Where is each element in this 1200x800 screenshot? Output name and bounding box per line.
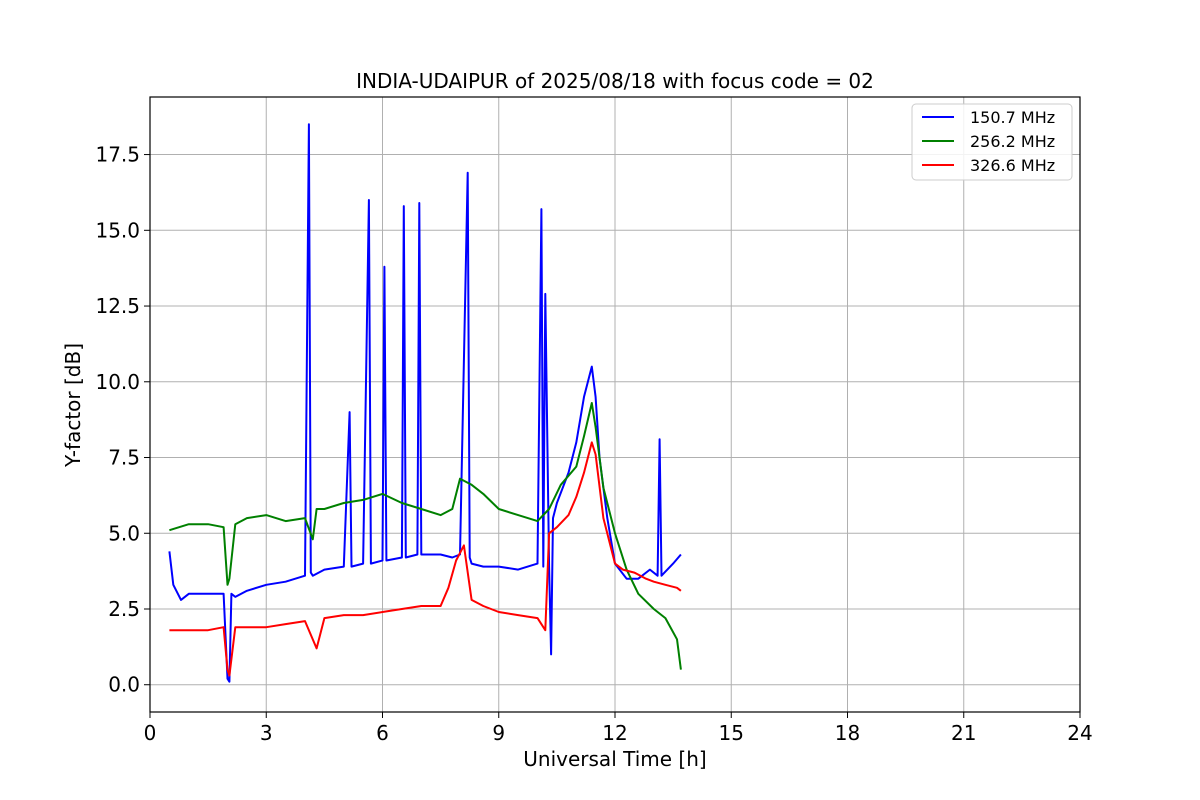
x-tick-label: 21 (951, 721, 976, 745)
x-axis-label: Universal Time [h] (523, 747, 706, 771)
y-tick-label: 15.0 (95, 218, 140, 242)
chart-title: INDIA-UDAIPUR of 2025/08/18 with focus c… (356, 69, 874, 93)
y-tick-label: 10.0 (95, 370, 140, 394)
series-line-0 (168, 123, 682, 683)
x-tick-label: 24 (1067, 721, 1092, 745)
legend-label-326-mhz: 326.6 MHz (970, 156, 1055, 175)
x-axis-ticks: 0 3 6 9 12 15 18 21 24 (144, 712, 1093, 745)
legend-label-256-mhz: 256.2 MHz (970, 132, 1055, 151)
x-tick-label: 3 (260, 721, 273, 745)
y-tick-label: 5.0 (108, 521, 140, 545)
x-tick-label: 9 (492, 721, 505, 745)
x-tick-label: 18 (835, 721, 860, 745)
x-tick-label: 15 (719, 721, 744, 745)
y-tick-label: 0.0 (108, 673, 140, 697)
y-axis-ticks: 0.0 2.5 5.0 7.5 10.0 12.5 15.0 17.5 (95, 143, 150, 697)
x-tick-label: 12 (602, 721, 627, 745)
x-tick-label: 6 (376, 721, 389, 745)
y-tick-label: 7.5 (108, 446, 140, 470)
series-line-1 (169, 402, 682, 670)
series-line-2 (169, 441, 682, 677)
y-tick-label: 2.5 (108, 597, 140, 621)
y-tick-label: 12.5 (95, 294, 140, 318)
legend-label-150-mhz: 150.7 MHz (970, 108, 1055, 127)
legend-box (911, 103, 1073, 181)
legend: 150.7 MHz 256.2 MHz 326.6 MHz (911, 103, 1073, 181)
y-axis-label: Y-factor [dB] (61, 343, 85, 468)
series-lines (168, 123, 682, 683)
y-tick-label: 17.5 (95, 143, 140, 167)
x-tick-label: 0 (144, 721, 157, 745)
